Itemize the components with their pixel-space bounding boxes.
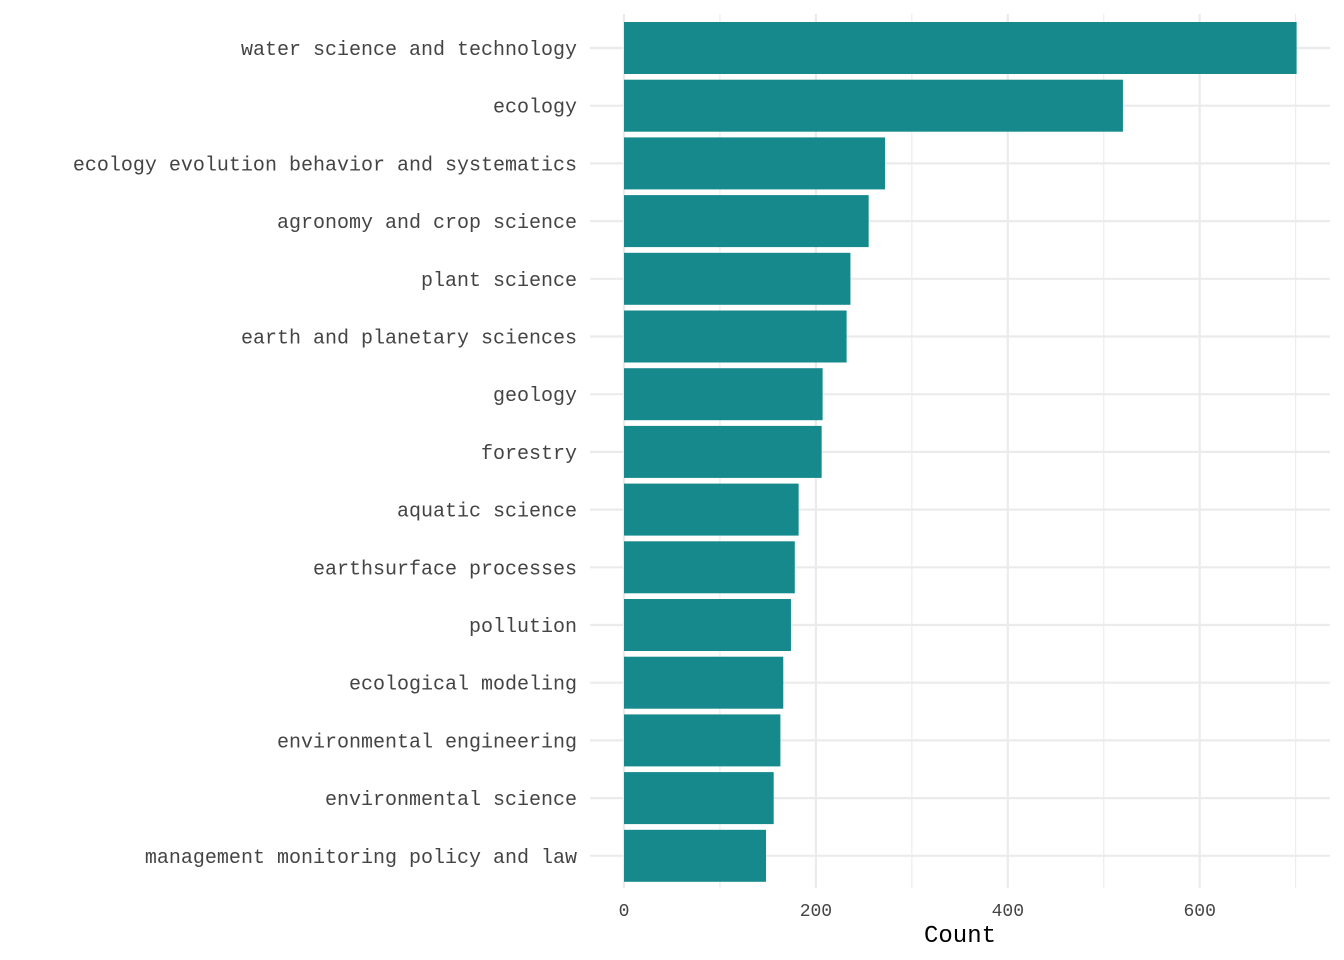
x-axis-title: Count <box>924 923 996 950</box>
bar <box>624 772 774 825</box>
category-label: ecology <box>493 97 577 120</box>
category-labels: water science and technology ecology ecolo… <box>73 39 577 870</box>
bar <box>624 829 767 882</box>
category-label: management monitoring policy and law <box>145 847 577 870</box>
category-label: plant science <box>421 270 577 293</box>
bar <box>624 22 1297 74</box>
category-label: ecology evolution behavior and systemati… <box>73 154 577 177</box>
category-label: environmental engineering <box>277 731 577 754</box>
bar <box>624 483 799 536</box>
x-tick-label: 0 <box>619 902 630 922</box>
bar <box>624 425 822 478</box>
bar <box>624 137 885 190</box>
bar <box>624 310 847 363</box>
bars <box>624 22 1297 882</box>
bar <box>624 599 791 651</box>
category-label: ecological modeling <box>349 674 577 697</box>
x-tick-labels: 0 200 400 600 <box>619 902 1216 922</box>
x-tick-label: 200 <box>800 902 832 922</box>
bar <box>624 368 823 421</box>
category-label: pollution <box>469 616 577 639</box>
bar <box>624 656 784 709</box>
bar <box>624 252 851 305</box>
category-label: earthsurface processes <box>313 558 577 581</box>
category-label: agronomy and crop science <box>277 212 577 235</box>
category-label: forestry <box>481 443 577 466</box>
bar <box>624 541 795 594</box>
bar <box>624 714 781 767</box>
bar <box>624 79 1123 132</box>
category-label: environmental science <box>325 789 577 812</box>
category-label: aquatic science <box>397 501 577 524</box>
bar <box>624 195 869 248</box>
x-tick-label: 400 <box>992 902 1024 922</box>
x-tick-label: 600 <box>1183 902 1215 922</box>
category-label: earth and planetary sciences <box>241 328 577 351</box>
category-label: geology <box>493 385 577 408</box>
category-label: water science and technology <box>241 39 577 62</box>
